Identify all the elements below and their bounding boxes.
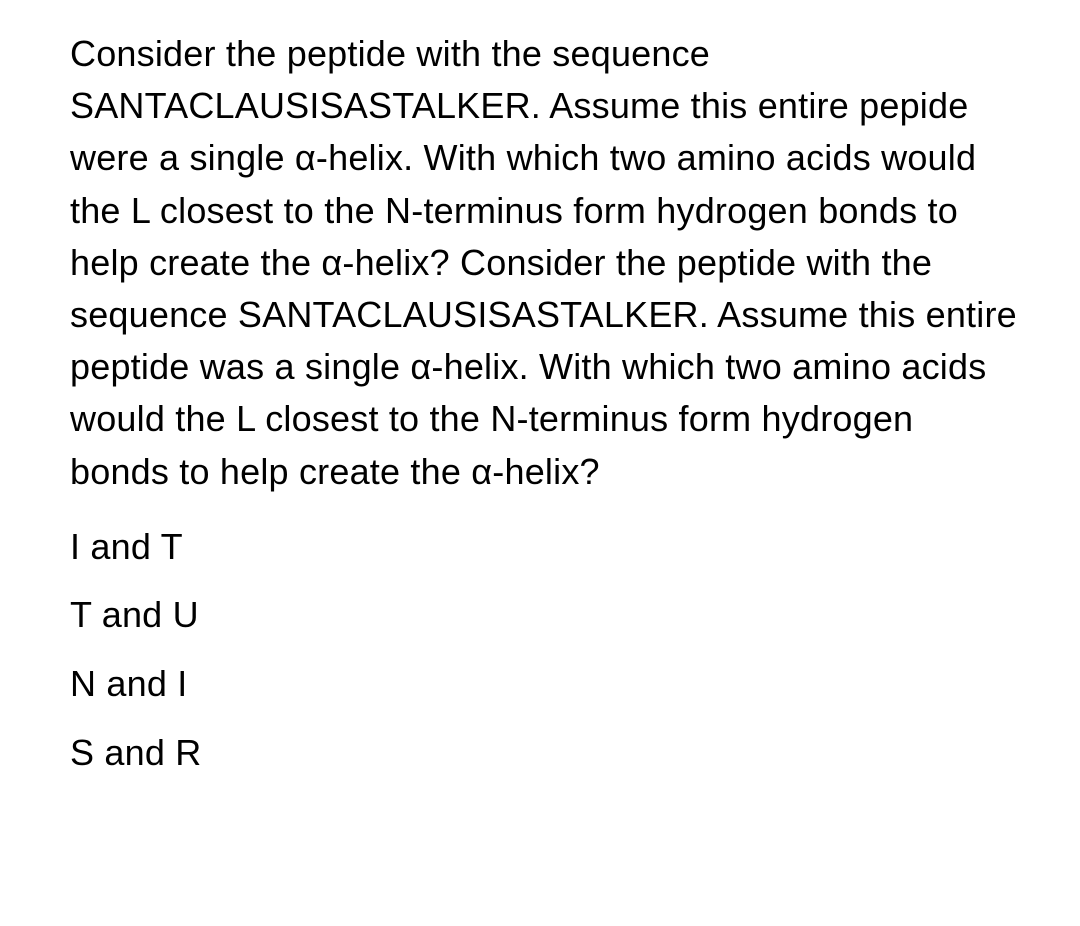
question-text: Consider the peptide with the sequence S… — [70, 28, 1020, 498]
option-a[interactable]: I and T — [70, 524, 1020, 571]
option-c[interactable]: N and I — [70, 661, 1020, 708]
options-list: I and T T and U N and I S and R — [70, 524, 1020, 777]
option-b[interactable]: T and U — [70, 592, 1020, 639]
option-d[interactable]: S and R — [70, 730, 1020, 777]
